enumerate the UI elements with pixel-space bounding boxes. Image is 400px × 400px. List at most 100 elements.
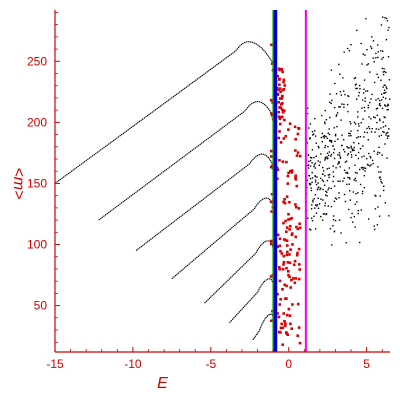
red-point [288, 275, 291, 279]
scatter-point [381, 154, 383, 156]
scatter-point [325, 135, 327, 138]
scatter-point [364, 97, 366, 99]
red-point [287, 171, 290, 175]
scatter-point [383, 89, 386, 91]
scatter-point [326, 168, 328, 170]
scatter-point [371, 159, 374, 162]
red-point [285, 230, 288, 233]
scatter-point [376, 73, 378, 75]
red-point [296, 334, 299, 337]
scatter-point [378, 171, 380, 173]
red-point [278, 87, 282, 90]
scatter-point [334, 82, 336, 85]
scatter-point [382, 130, 384, 133]
scatter-point [346, 183, 348, 186]
scatter-point [314, 130, 316, 132]
scatter-point [368, 116, 370, 118]
scatter-point [344, 200, 347, 203]
scatter-point [339, 180, 341, 182]
scatter-point [379, 118, 381, 120]
red-point [291, 303, 294, 306]
red-point [270, 319, 273, 323]
red-point [296, 132, 300, 136]
scatter-point [387, 56, 390, 58]
scatter-point [386, 109, 388, 111]
scatter-point [310, 229, 312, 231]
scatter-point [357, 111, 359, 113]
scatter-point [383, 84, 385, 86]
scatter-point [313, 198, 315, 200]
scatter-point [316, 188, 319, 191]
red-point [287, 270, 290, 273]
red-point [296, 251, 299, 255]
scatter-point [342, 180, 344, 182]
red-point [280, 322, 283, 326]
scatter-point [307, 164, 310, 166]
scatter-point [318, 164, 320, 166]
scatter-point [354, 84, 357, 86]
red-point [297, 127, 300, 130]
red-point [293, 281, 297, 285]
red-point [270, 112, 273, 115]
scatter-point [364, 110, 366, 112]
red-point [285, 239, 289, 242]
scatter-point [383, 189, 385, 192]
scatter-point [384, 17, 386, 19]
scatter-point [334, 219, 337, 222]
red-point [278, 97, 282, 100]
scatter-point [313, 164, 316, 166]
scatter-point [324, 159, 326, 161]
series-curve-6 [229, 278, 274, 324]
scatter-point [338, 106, 340, 108]
scatter-point [345, 160, 348, 162]
red-point [293, 125, 297, 129]
scatter-point [324, 204, 326, 207]
scatter-point [361, 107, 363, 109]
scatter-point [339, 106, 341, 108]
red-point [287, 212, 290, 216]
scatter-point [330, 205, 333, 208]
y-tick-label: 50 [34, 299, 48, 313]
red-point [296, 302, 300, 306]
scatter-point [353, 215, 355, 218]
red-point [280, 115, 284, 119]
scatter-point [321, 114, 323, 117]
red-point [296, 151, 300, 154]
red-point [276, 168, 280, 171]
scatter-point [385, 132, 387, 134]
scatter-point [322, 219, 324, 221]
red-point [279, 106, 282, 110]
scatter-point [363, 187, 366, 189]
scatter-point [366, 163, 369, 166]
scatter-point [384, 125, 387, 127]
scatter-point [310, 187, 312, 189]
scatter-point [370, 157, 372, 159]
scatter-point [387, 103, 389, 106]
red-point [270, 210, 273, 213]
red-point [279, 90, 282, 93]
scatter-point [348, 177, 351, 179]
scatter-point [311, 220, 314, 222]
scatter-point [386, 105, 388, 107]
series-curve-7 [252, 313, 274, 341]
scatter-point [385, 39, 388, 41]
red-point [276, 312, 279, 315]
scatter-point [329, 173, 331, 176]
scatter-point [307, 154, 310, 156]
red-point [284, 219, 287, 223]
scatter-point [339, 73, 341, 75]
scatter-point [344, 161, 347, 163]
red-point [280, 97, 283, 100]
scatter-point [326, 191, 328, 193]
red-point [285, 313, 289, 317]
scatter-point [355, 180, 357, 182]
scatter-point [314, 179, 317, 181]
red-point [298, 341, 302, 345]
scatter-point [379, 102, 381, 105]
red-point [269, 165, 273, 169]
scatter-point [361, 156, 363, 158]
scatter-point [311, 181, 313, 183]
scatter-point [375, 57, 377, 59]
scatter-point [362, 145, 364, 147]
